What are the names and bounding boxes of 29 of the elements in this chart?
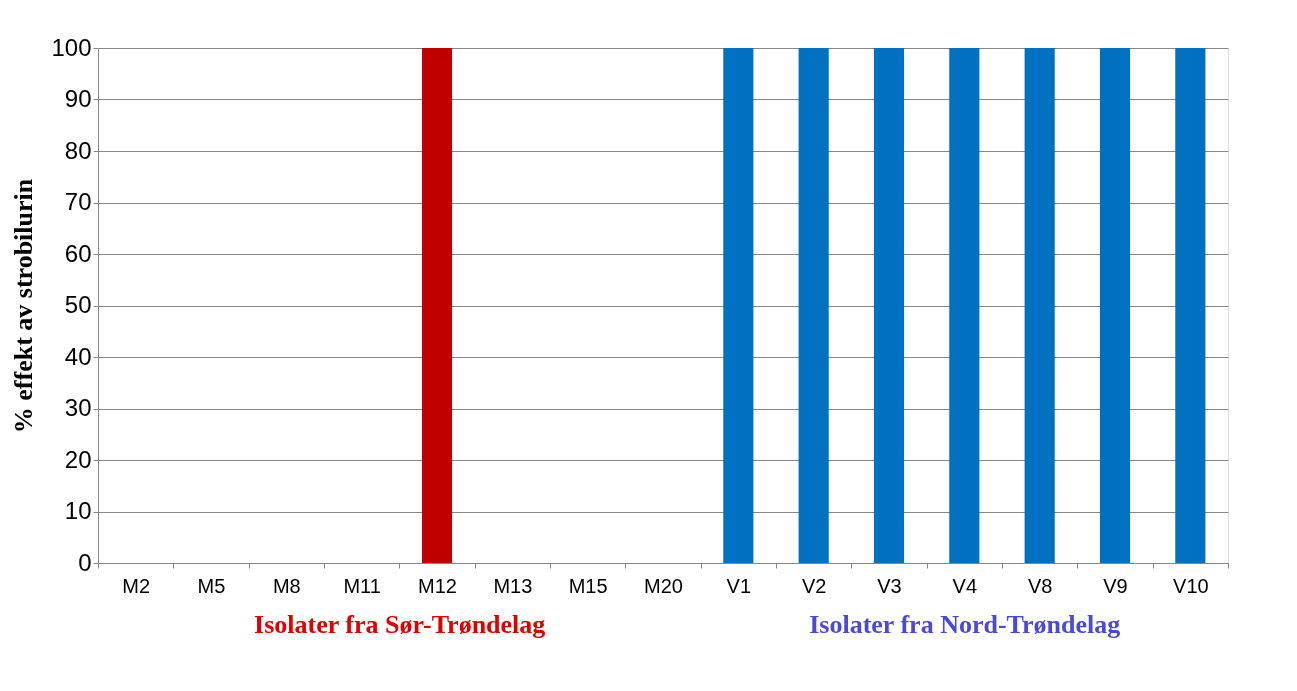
text: Isolater fra Nord-Trøndelag [809,610,1121,639]
x-tick-label: M11 [343,574,381,597]
x-tick-label: M8 [272,574,301,597]
y-tick-label: 30 [64,394,92,421]
x-tick-label: V1 [726,574,752,597]
y-tick-label: 80 [64,136,92,164]
y-tick-label: 20 [64,445,92,473]
x-tick-label: V2 [801,574,827,597]
y-tick-label: 60 [64,239,92,267]
x-tick-label: M12 [418,574,457,597]
x-tick-label: V3 [877,574,902,597]
y-tick-label: 0 [78,548,92,576]
y-tick-label: 70 [64,188,92,215]
x-tick-label: V8 [1027,574,1053,597]
y-tick-label: 90 [64,85,92,112]
y-axis-title: % effekt av strobilurin [9,178,39,434]
y-tick-label: 10 [64,497,92,524]
x-tick-label: M5 [197,574,226,597]
x-tick-label: V4 [952,574,978,597]
x-tick-label: V10 [1173,574,1209,597]
x-tick-label: M2 [122,574,151,597]
text: Isolater fra Sør-Trøndelag [254,610,546,639]
y-tick-label: 50 [64,291,92,318]
x-tick-label: V9 [1103,574,1128,597]
y-tick-label: 40 [64,342,92,370]
x-tick-label: M20 [644,574,683,597]
x-tick-label: M15 [568,574,608,597]
y-tick-label: 100 [51,33,92,61]
x-tick-label: M13 [493,574,533,597]
